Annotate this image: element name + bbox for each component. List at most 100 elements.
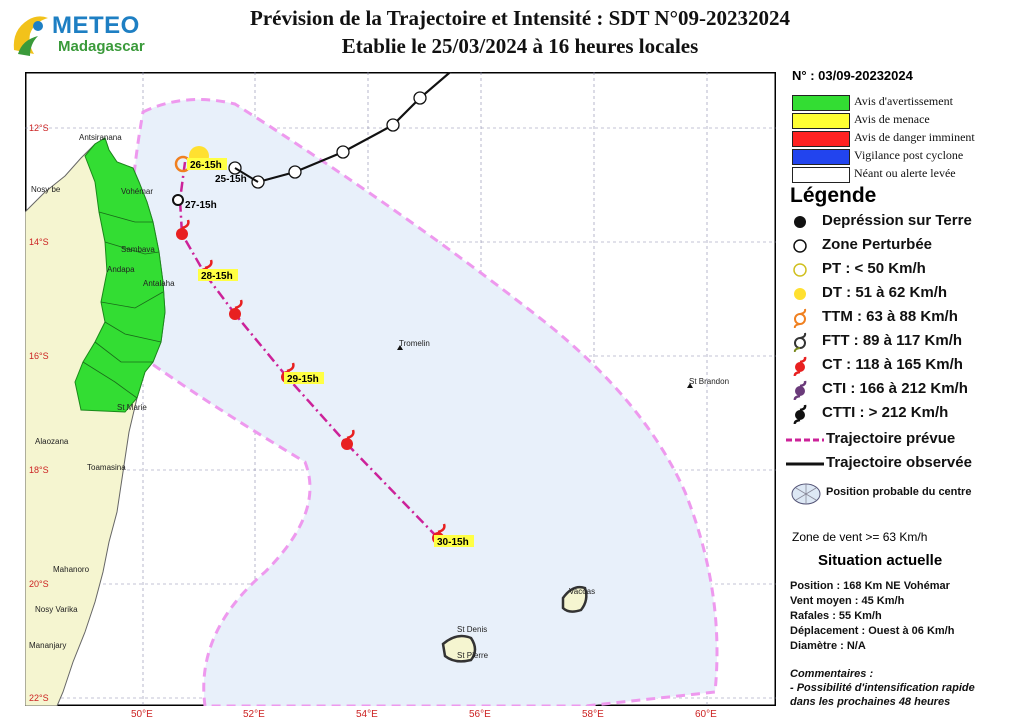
- legend-label: CTI : 166 à 212 Km/h: [822, 380, 968, 397]
- warning-label: Néant ou alerte levée: [854, 166, 956, 180]
- label-25-15h: 25-15h: [215, 174, 247, 185]
- red-cyclone-icon: [793, 356, 807, 376]
- dark-cyclone-outline-icon: [793, 332, 807, 352]
- legend-item-probable-position: Position probable du centre: [782, 480, 1018, 510]
- lat-label-12s: 12°S: [29, 123, 49, 133]
- logo-text-main: METEO: [52, 12, 140, 39]
- reunion-island: [441, 634, 477, 663]
- warning-swatch-white: [792, 167, 850, 183]
- legend-item-land-depression: Depréssion sur Terre: [782, 210, 1018, 234]
- legend-label: Depréssion sur Terre: [822, 212, 972, 229]
- forecast-map: 26-15h 25-15h 27-15h 28-15h 29-15h 30-15…: [25, 72, 776, 706]
- place-alaozana: Alaozana: [35, 437, 69, 446]
- place-nosy-varika: Nosy Varika: [35, 605, 78, 614]
- place-andapa: Andapa: [107, 265, 135, 274]
- warning-swatch-red: [792, 131, 850, 147]
- legend-item-cti: CTI : 166 à 212 Km/h: [782, 378, 1018, 402]
- warning-label: Avis de danger imminent: [854, 130, 975, 144]
- warning-label: Vigilance post cyclone: [854, 148, 964, 162]
- filled-black-dot-icon: [794, 216, 806, 228]
- legend-item-ctti: CTTI : > 212 Km/h: [782, 402, 1018, 426]
- observed-track-line-icon: [786, 462, 824, 466]
- situation-gusts: Rafales : 55 Km/h: [790, 610, 882, 622]
- orange-cyclone-icon: [793, 308, 807, 328]
- lon-label-54e: 54°E: [356, 709, 378, 720]
- situation-position: Position : 168 Km NE Vohémar: [790, 580, 950, 592]
- place-vacoas: Vacoas: [569, 587, 595, 596]
- bulletin-number: N° : 03/09-20232024: [792, 68, 913, 83]
- place-vohemar: Vohémar: [121, 187, 153, 196]
- logo-text-sub: Madagascar: [58, 38, 145, 55]
- purple-cyclone-icon: [793, 380, 807, 400]
- warning-row-yellow: Avis de menace: [792, 112, 1012, 129]
- lat-label-22s: 22°S: [29, 693, 49, 703]
- forecast-track: [178, 161, 439, 539]
- place-mananjary: Mananjary: [29, 641, 66, 650]
- lon-label-60e: 60°E: [695, 709, 717, 720]
- lon-label-58e: 58°E: [582, 709, 604, 720]
- place-markers: [397, 345, 693, 388]
- legend-label: Zone Perturbée: [822, 236, 933, 253]
- place-antalaha: Antalaha: [143, 279, 175, 288]
- warning-row-green: Avis d'avertissement: [792, 94, 1012, 111]
- situation-diameter: Diamètre : N/A: [790, 640, 866, 652]
- place-st-pierre: St Pierre: [457, 651, 489, 660]
- bulletin-subtitle: Etablie le 25/03/2024 à 16 heures locale…: [341, 34, 699, 58]
- legend-item-disturbed-zone: Zone Perturbée: [782, 234, 1018, 258]
- mauritius-island: [561, 585, 588, 613]
- legend-item-ftt: FTT : 89 à 117 Km/h: [782, 330, 1018, 354]
- place-mahanoro: Mahanoro: [53, 565, 90, 574]
- place-tromelin: Tromelin: [399, 339, 430, 348]
- legend-label: Position probable du centre: [826, 486, 972, 498]
- legend-label: Trajectoire observée: [826, 454, 972, 471]
- legend-label: DT : 51 à 62 Km/h: [822, 284, 948, 301]
- label-28-15h: 28-15h: [201, 271, 233, 282]
- situation-movement: Déplacement : Ouest à 06 Km/h: [790, 625, 955, 637]
- hatched-circle-icon: [791, 483, 821, 505]
- place-st-brandon: St Brandon: [689, 377, 729, 386]
- open-yellow-circle-icon: [793, 263, 807, 277]
- situation-title: Situation actuelle: [818, 552, 943, 569]
- place-toamasina: Toamasina: [87, 463, 126, 472]
- label-26-15h: 26-15h: [190, 160, 222, 171]
- warning-swatch-blue: [792, 149, 850, 165]
- lat-label-18s: 18°S: [29, 465, 49, 475]
- warning-swatch-green: [792, 95, 850, 111]
- warning-row-white: Néant ou alerte levée: [792, 166, 1012, 183]
- open-circle-icon: [793, 239, 807, 253]
- legend-item-ct: CT : 118 à 165 Km/h: [782, 354, 1018, 378]
- forecast-track-line-icon: [786, 438, 824, 442]
- lat-label-14s: 14°S: [29, 237, 49, 247]
- lon-label-52e: 52°E: [243, 709, 265, 720]
- comments-title: Commentaires :: [790, 668, 874, 680]
- label-30-15h: 30-15h: [437, 537, 469, 548]
- bulletin-title: Prévision de la Trajectoire et Intensité…: [250, 6, 790, 30]
- comment-line-2: dans les prochaines 48 heures: [790, 696, 951, 708]
- wind-zone-cone: [127, 98, 719, 706]
- comment-line-1: - Possibilité d'intensification rapide: [790, 682, 975, 694]
- warning-row-blue: Vigilance post cyclone: [792, 148, 1012, 165]
- lon-label-56e: 56°E: [469, 709, 491, 720]
- lon-label-50e: 50°E: [131, 709, 153, 720]
- label-29-15h: 29-15h: [287, 374, 319, 385]
- legend-label: CT : 118 à 165 Km/h: [822, 356, 963, 373]
- place-st-denis: St Denis: [457, 625, 487, 634]
- legend-label: FTT : 89 à 117 Km/h: [822, 332, 963, 349]
- legend-item-forecast-track: Trajectoire prévue: [782, 428, 1018, 452]
- warning-row-red: Avis de danger imminent: [792, 130, 1012, 147]
- lat-label-16s: 16°S: [29, 351, 49, 361]
- legend-title: Légende: [790, 184, 877, 207]
- situation-mean-wind: Vent moyen : 45 Km/h: [790, 595, 905, 607]
- warning-swatch-yellow: [792, 113, 850, 129]
- legend-item-pt: PT : < 50 Km/h: [782, 258, 1018, 282]
- label-27-15h: 27-15h: [185, 200, 217, 211]
- lat-label-20s: 20°S: [29, 579, 49, 589]
- legend-panel: N° : 03/09-20232024 Avis d'avertissement…: [782, 62, 1018, 718]
- logo-emblem-icon: [13, 16, 48, 56]
- place-antsiranana: Antsiranana: [79, 133, 122, 142]
- wind-zone-label: Zone de vent >= 63 Km/h: [792, 530, 928, 544]
- legend-label: PT : < 50 Km/h: [822, 260, 926, 277]
- legend-label: Trajectoire prévue: [826, 430, 956, 447]
- legend-item-observed-track: Trajectoire observée: [782, 452, 1018, 476]
- place-st-marie: St Marie: [117, 403, 147, 412]
